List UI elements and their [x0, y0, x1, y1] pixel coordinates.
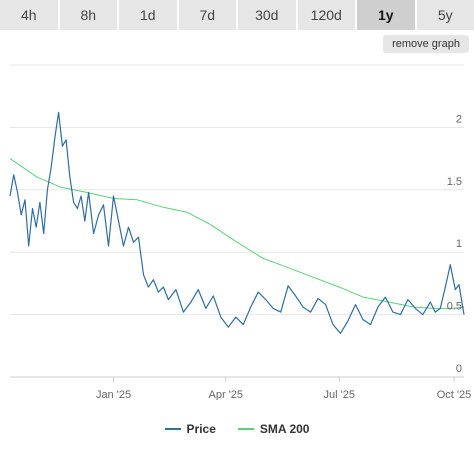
tab-5y[interactable]: 5y [437, 7, 453, 23]
sma200-series-line [9, 158, 465, 309]
x-tick-label: Jan '25 [96, 389, 131, 400]
tab-7d[interactable]: 7d [179, 0, 238, 30]
y-tick-label: 1 [456, 238, 462, 250]
price-series-line [9, 111, 465, 334]
y-tick-label: 2 [456, 113, 462, 125]
time-range-tabs: 4h 8h 1d 7d 30d 120d 1y 5y [0, 0, 474, 30]
tab-120d[interactable]: 120d [298, 0, 357, 30]
tab-1y[interactable]: 1y [357, 0, 417, 30]
remove-graph-button[interactable]: remove graph [383, 35, 469, 53]
y-tick-label: 0.5 [447, 301, 462, 313]
legend-price-label: Price [186, 422, 216, 436]
chart-legend: Price SMA 200 [0, 420, 474, 438]
legend-item-price[interactable]: Price [164, 422, 216, 436]
legend-item-sma200[interactable]: SMA 200 [237, 422, 310, 436]
x-tick-label: Jul '25 [324, 389, 355, 400]
y-tick-label: 1.5 [447, 176, 462, 188]
price-chart: 0 0.5 1 1.5 2 Jan '25 Apr '25 Jul '25 Oct '25 [9, 64, 472, 400]
x-tick-label: Oct '25 [437, 389, 472, 400]
tab-8h[interactable]: 8h [60, 0, 119, 30]
tab-4h[interactable]: 4h [0, 0, 60, 30]
legend-sma-label: SMA 200 [259, 422, 310, 436]
tab-1d[interactable]: 1d [119, 0, 179, 30]
x-tick-label: Apr '25 [209, 389, 244, 400]
legend-price-swatch [164, 428, 181, 430]
y-tick-label: 0 [456, 363, 462, 375]
tab-30d[interactable]: 30d [238, 0, 298, 30]
legend-sma-swatch [237, 428, 254, 430]
